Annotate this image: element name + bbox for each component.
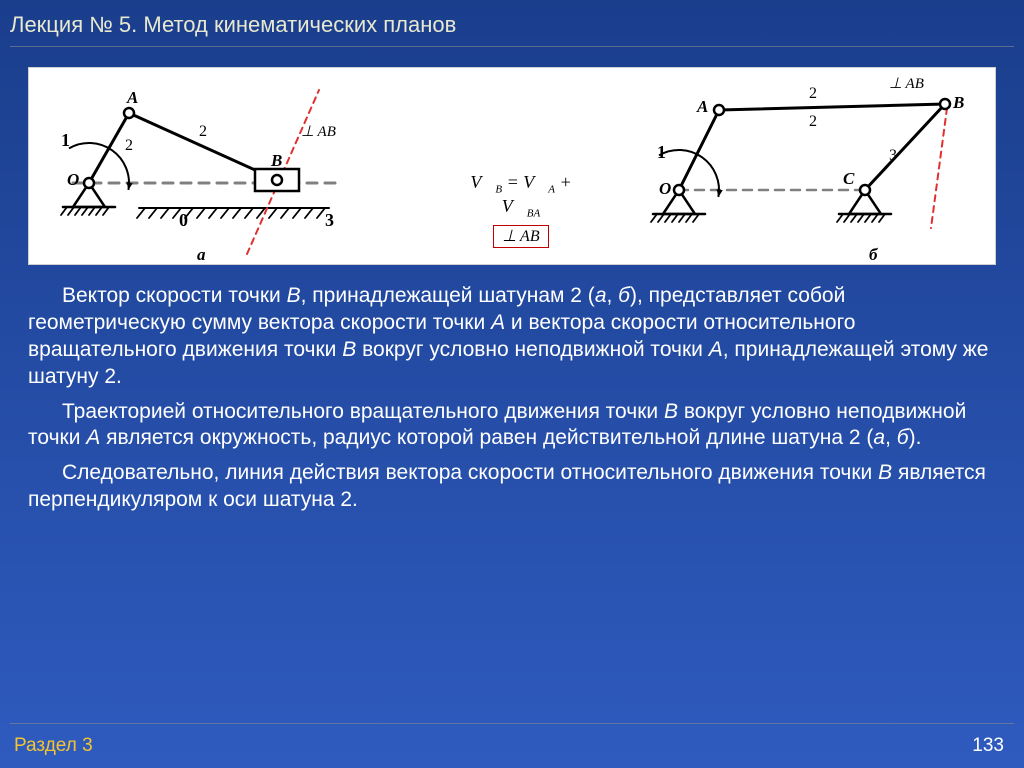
svg-text:б: б <box>869 245 879 264</box>
equation-text: V⃗B = V⃗A + V⃗BA <box>470 172 571 216</box>
footer-section: Раздел 3 <box>14 735 93 757</box>
svg-text:1: 1 <box>657 142 666 162</box>
footer-rule <box>10 723 1014 724</box>
body-text: Вектор скорости точки В, принадлежащей ш… <box>28 283 996 514</box>
paragraph-1: Вектор скорости точки В, принадлежащей ш… <box>28 283 996 391</box>
svg-text:A: A <box>126 88 138 107</box>
svg-text:3: 3 <box>325 210 334 230</box>
svg-text:O: O <box>67 170 79 189</box>
equation-perp-box: ⊥ AB <box>493 225 548 248</box>
svg-text:2: 2 <box>809 113 817 130</box>
svg-text:1: 1 <box>61 130 70 150</box>
svg-text:⊥ AB: ⊥ AB <box>889 76 924 92</box>
svg-text:B: B <box>952 93 964 112</box>
slide: Лекция № 5. Метод кинематических планов … <box>0 0 1024 768</box>
footer-page-number: 133 <box>972 735 1004 757</box>
diagram-a: O A B 1 2 2 0 3 ⊥ AB а <box>29 68 389 266</box>
svg-text:A: A <box>696 97 708 116</box>
svg-text:2: 2 <box>809 85 817 102</box>
header-rule <box>10 46 1014 47</box>
slide-footer: Раздел 3 133 <box>0 724 1024 768</box>
svg-text:2: 2 <box>199 123 207 140</box>
paragraph-2: Траекторией относительного вращательного… <box>28 399 996 453</box>
figure-panel: O A B 1 2 2 0 3 ⊥ AB а O A B C 1 2 2 3 ⊥ AB б V⃗B = V⃗A + … <box>28 67 996 265</box>
slide-content: O A B 1 2 2 0 3 ⊥ AB а O A B C 1 2 2 3 ⊥ AB б V⃗B = V⃗A + … <box>0 47 1024 723</box>
svg-text:а: а <box>197 245 206 264</box>
paragraph-3: Следовательно, линия действия вектора ск… <box>28 460 996 514</box>
slide-title: Лекция № 5. Метод кинематических планов <box>0 0 1024 46</box>
svg-text:0: 0 <box>179 210 188 230</box>
svg-text:O: O <box>659 179 671 198</box>
svg-text:B: B <box>270 151 282 170</box>
diagram-b: O A B C 1 2 2 3 ⊥ AB б <box>629 68 989 266</box>
svg-text:3: 3 <box>889 147 897 164</box>
svg-text:C: C <box>843 169 855 188</box>
svg-text:2: 2 <box>125 137 133 154</box>
velocity-equation: V⃗B = V⃗A + V⃗BA ⊥ AB <box>461 172 581 248</box>
svg-text:⊥ AB: ⊥ AB <box>301 124 336 140</box>
